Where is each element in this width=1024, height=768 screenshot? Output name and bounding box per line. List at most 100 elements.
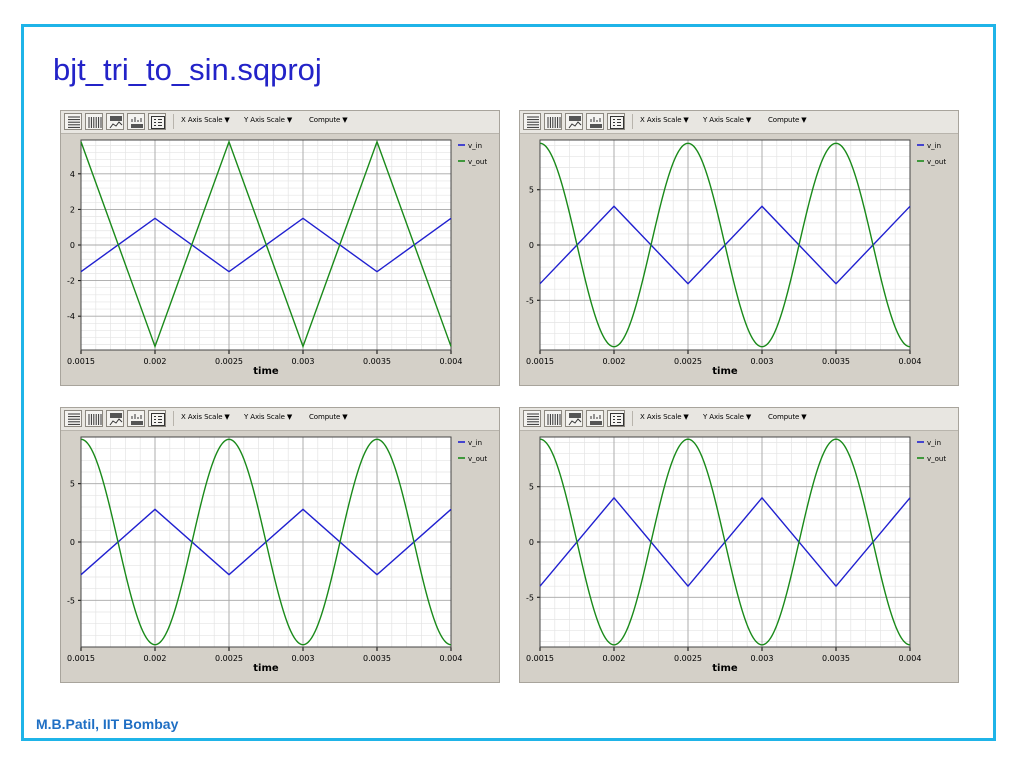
compute-menu[interactable]: Compute ▼ (309, 413, 348, 421)
series-line-v-out (80, 438, 452, 646)
legend-button[interactable] (607, 113, 625, 130)
rec-bars-icon (131, 414, 143, 425)
plot-window-1: X Axis Scale ▼ Y Axis Scale ▼ Compute ▼ 0.0015… (60, 110, 500, 386)
legend-button[interactable] (148, 410, 166, 427)
dropdown-arrow-icon: ▼ (801, 413, 807, 421)
y-axis-scale-menu[interactable]: Y Axis Scale ▼ (244, 116, 292, 124)
x-tick-label: 0.004 (440, 357, 463, 366)
legend-icon (610, 116, 624, 129)
dropdown-arrow-icon: ▼ (286, 413, 293, 421)
grid-lines-icon (547, 414, 561, 425)
rec-bars-button[interactable] (127, 410, 145, 427)
rec-bars-icon (131, 117, 143, 128)
compute-menu[interactable]: Compute ▼ (768, 116, 807, 124)
x-tick-label: 0.0035 (363, 654, 391, 663)
x-axis-scale-menu-label: X Axis Scale (640, 413, 682, 421)
rec-marker-icon (568, 116, 582, 129)
x-tick-label: 0.0035 (822, 357, 850, 366)
y-tick-label: 2 (70, 205, 75, 214)
plot-window-4: X Axis Scale ▼ Y Axis Scale ▼ Compute ▼ 0.0015… (519, 407, 959, 683)
x-tick-label: 0.003 (292, 357, 315, 366)
x-tick-label: 0.002 (144, 654, 167, 663)
legend-button[interactable] (607, 410, 625, 427)
x-tick-label: 0.0015 (67, 357, 95, 366)
x-axis-label: time (253, 366, 279, 377)
dropdown-arrow-icon: ▼ (224, 116, 230, 124)
grid-lines-button[interactable] (85, 113, 103, 130)
plot-frame (539, 436, 911, 648)
y-axis-scale-menu[interactable]: Y Axis Scale ▼ (703, 413, 751, 421)
rec-bars-button[interactable] (586, 113, 604, 130)
plot-frame (80, 139, 452, 351)
y-tick-label: 0 (70, 538, 75, 547)
dropdown-arrow-icon: ▼ (342, 116, 348, 124)
legend-icon (151, 413, 165, 426)
x-tick-label: 0.0025 (215, 654, 243, 663)
dropdown-arrow-icon: ▼ (224, 413, 230, 421)
toolbar-separator (632, 411, 633, 426)
rec-marker-button[interactable] (565, 113, 583, 130)
legend-button[interactable] (148, 113, 166, 130)
plot-area-4: 0.0015 0.002 0.0025 0.003 0.0035 0.004 -5 0 5 v_i… (526, 436, 946, 674)
x-tick-label: 0.0035 (822, 654, 850, 663)
grid-lines-icon (88, 117, 102, 128)
compute-menu[interactable]: Compute ▼ (768, 413, 807, 421)
dropdown-arrow-icon: ▼ (342, 413, 348, 421)
grid-lines-button[interactable] (544, 113, 562, 130)
x-tick-label: 0.002 (603, 654, 626, 663)
slide-title: bjt_tri_to_sin.sqproj (53, 52, 322, 87)
legend-label: v_in (927, 439, 941, 447)
x-axis-scale-menu[interactable]: X Axis Scale ▼ (181, 116, 230, 124)
compute-menu-label: Compute (768, 413, 800, 421)
x-tick-label: 0.0015 (526, 357, 554, 366)
footer-author: M.B.Patil, IIT Bombay (36, 716, 179, 732)
list-view-icon (68, 413, 80, 425)
legend-icon (610, 413, 624, 426)
x-tick-label: 0.004 (440, 654, 463, 663)
x-tick-label: 0.0015 (526, 654, 554, 663)
legend-label: v_out (927, 455, 946, 463)
rec-marker-button[interactable] (106, 113, 124, 130)
dropdown-arrow-icon: ▼ (683, 116, 689, 124)
rec-bars-button[interactable] (127, 113, 145, 130)
rec-marker-icon (109, 413, 123, 426)
y-axis-scale-menu[interactable]: Y Axis Scale ▼ (703, 116, 751, 124)
grid-lines-button[interactable] (544, 410, 562, 427)
toolbar-separator (173, 411, 174, 426)
y-tick-label: -5 (67, 596, 75, 605)
list-view-button[interactable] (523, 113, 541, 130)
legend-label: v_out (468, 158, 487, 166)
series-line-v-out (539, 142, 911, 348)
dropdown-arrow-icon: ▼ (745, 116, 752, 124)
y-axis-scale-menu-label: Y Axis Scale (703, 413, 744, 421)
x-tick-label: 0.004 (899, 654, 922, 663)
toolbar-separator (632, 114, 633, 129)
list-view-button[interactable] (523, 410, 541, 427)
list-view-icon (527, 116, 539, 128)
dropdown-arrow-icon: ▼ (683, 413, 689, 421)
x-tick-label: 0.003 (751, 654, 774, 663)
x-axis-scale-menu[interactable]: X Axis Scale ▼ (640, 116, 689, 124)
plot-toolbar: X Axis Scale ▼ Y Axis Scale ▼ Compute ▼ (520, 408, 958, 431)
y-tick-label: 5 (529, 483, 534, 492)
rec-bars-button[interactable] (586, 410, 604, 427)
y-tick-label: -2 (67, 277, 75, 286)
y-tick-label: 0 (70, 241, 75, 250)
y-axis-scale-menu[interactable]: Y Axis Scale ▼ (244, 413, 292, 421)
x-axis-scale-menu-label: X Axis Scale (640, 116, 682, 124)
y-tick-label: 4 (70, 170, 75, 179)
compute-menu[interactable]: Compute ▼ (309, 116, 348, 124)
series-line-v-out (539, 438, 911, 646)
legend-label: v_out (927, 158, 946, 166)
list-view-button[interactable] (64, 113, 82, 130)
rec-marker-button[interactable] (565, 410, 583, 427)
list-view-button[interactable] (64, 410, 82, 427)
x-tick-label: 0.0015 (67, 654, 95, 663)
dropdown-arrow-icon: ▼ (286, 116, 293, 124)
rec-marker-button[interactable] (106, 410, 124, 427)
x-axis-scale-menu[interactable]: X Axis Scale ▼ (640, 413, 689, 421)
y-tick-label: 0 (529, 538, 534, 547)
x-axis-scale-menu[interactable]: X Axis Scale ▼ (181, 413, 230, 421)
plot-window-3: X Axis Scale ▼ Y Axis Scale ▼ Compute ▼ 0.0015… (60, 407, 500, 683)
grid-lines-button[interactable] (85, 410, 103, 427)
